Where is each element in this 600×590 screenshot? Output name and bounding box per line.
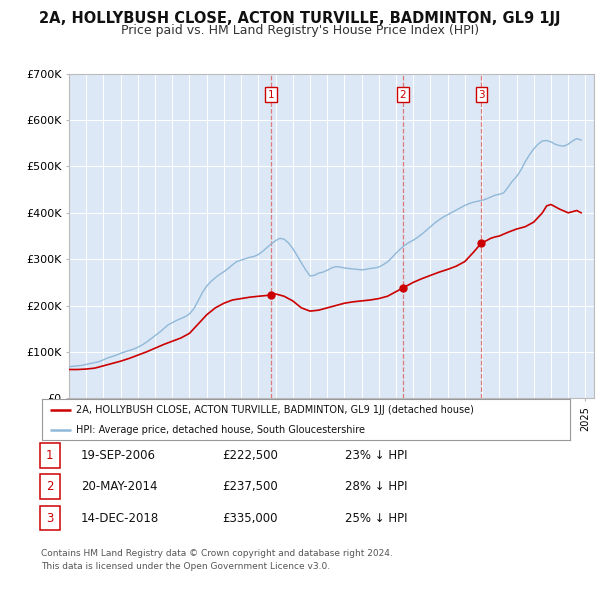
Text: 2: 2 — [46, 480, 53, 493]
Text: 20-MAY-2014: 20-MAY-2014 — [81, 480, 157, 493]
Text: 2A, HOLLYBUSH CLOSE, ACTON TURVILLE, BADMINTON, GL9 1JJ (detached house): 2A, HOLLYBUSH CLOSE, ACTON TURVILLE, BAD… — [76, 405, 474, 415]
Text: 2: 2 — [399, 90, 406, 100]
Text: 1: 1 — [46, 449, 53, 462]
Text: £237,500: £237,500 — [222, 480, 278, 493]
Text: 28% ↓ HPI: 28% ↓ HPI — [345, 480, 407, 493]
Text: 23% ↓ HPI: 23% ↓ HPI — [345, 449, 407, 462]
Text: Contains HM Land Registry data © Crown copyright and database right 2024.: Contains HM Land Registry data © Crown c… — [41, 549, 392, 558]
Text: 3: 3 — [478, 90, 485, 100]
Text: 14-DEC-2018: 14-DEC-2018 — [81, 512, 159, 525]
Text: 2A, HOLLYBUSH CLOSE, ACTON TURVILLE, BADMINTON, GL9 1JJ: 2A, HOLLYBUSH CLOSE, ACTON TURVILLE, BAD… — [39, 11, 561, 25]
Text: Price paid vs. HM Land Registry's House Price Index (HPI): Price paid vs. HM Land Registry's House … — [121, 24, 479, 37]
Text: HPI: Average price, detached house, South Gloucestershire: HPI: Average price, detached house, Sout… — [76, 425, 365, 434]
Text: 3: 3 — [46, 512, 53, 525]
Text: £335,000: £335,000 — [222, 512, 277, 525]
Text: 1: 1 — [268, 90, 274, 100]
Text: 19-SEP-2006: 19-SEP-2006 — [81, 449, 156, 462]
Text: £222,500: £222,500 — [222, 449, 278, 462]
Text: This data is licensed under the Open Government Licence v3.0.: This data is licensed under the Open Gov… — [41, 562, 330, 571]
Text: 25% ↓ HPI: 25% ↓ HPI — [345, 512, 407, 525]
